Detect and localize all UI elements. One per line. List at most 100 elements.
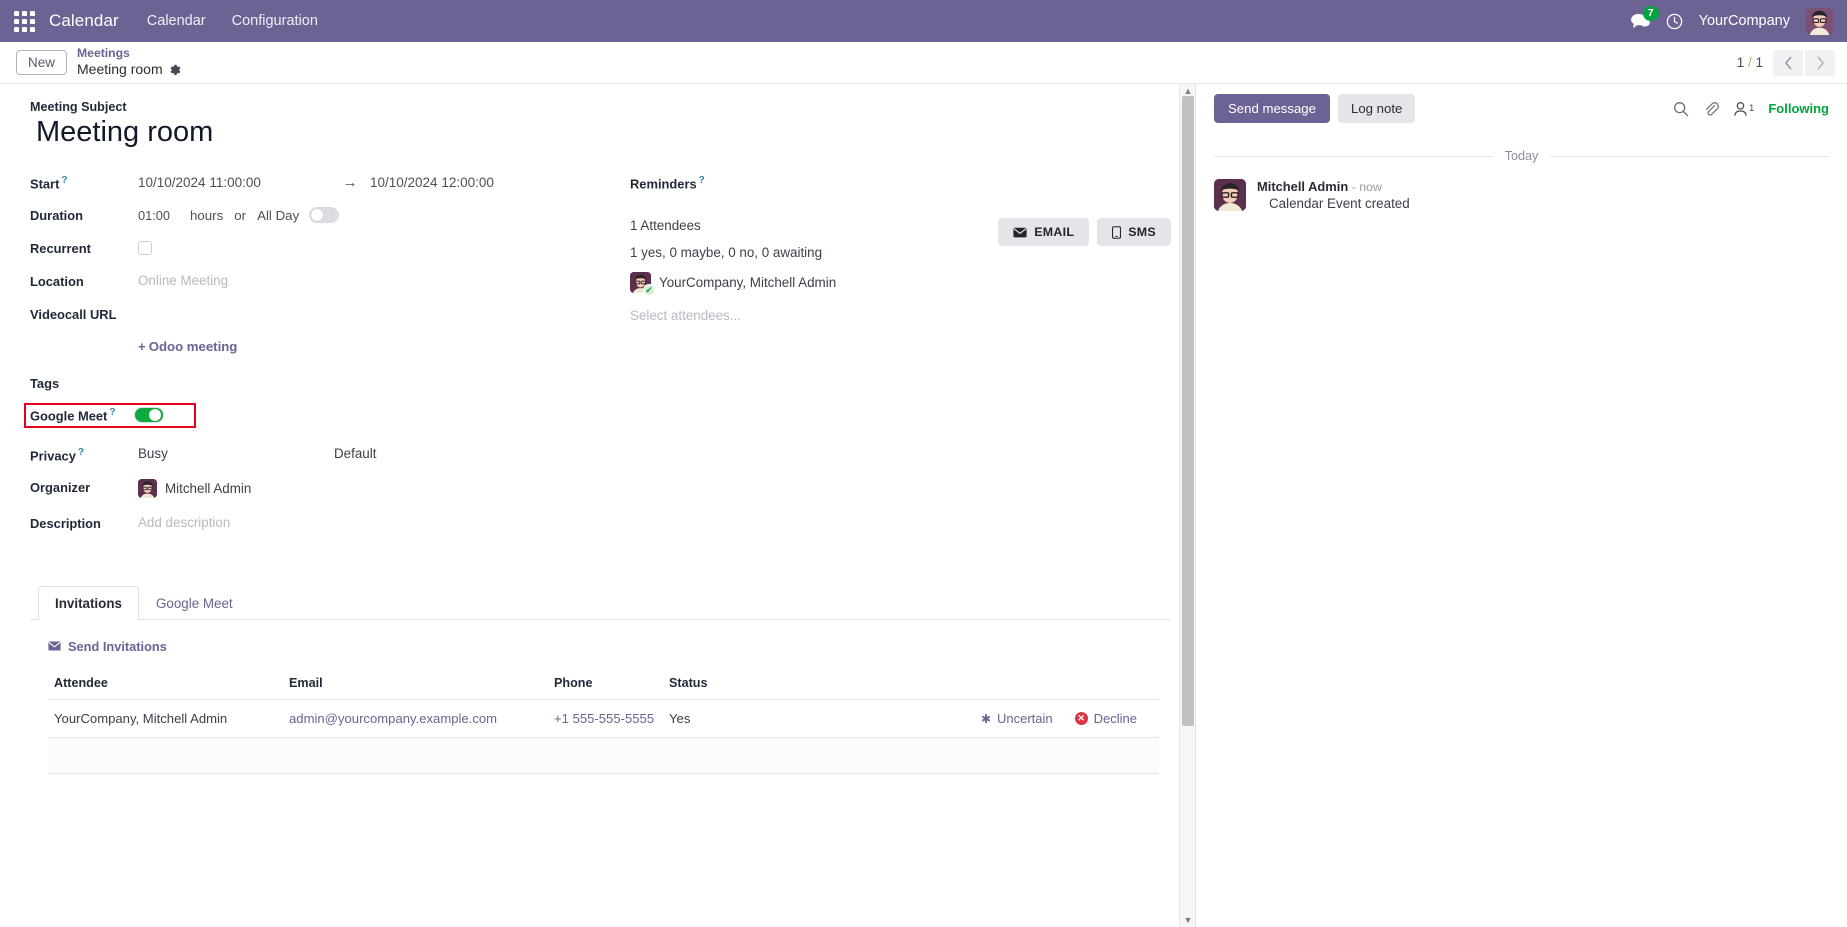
chatter-message: Mitchell Admin - now Calendar Event crea… (1214, 179, 1829, 211)
organizer-label: Organizer (30, 480, 91, 496)
cell-phone[interactable]: +1 555-555-5555 (548, 699, 663, 739)
apps-grid-icon[interactable] (14, 10, 35, 32)
messages-icon[interactable]: 7 (1630, 6, 1659, 29)
privacy-show-as-select[interactable]: Busy (138, 446, 168, 462)
google-meet-highlight-box: Google Meet? (24, 403, 196, 428)
asterisk-icon: ✱ (980, 711, 991, 726)
search-icon[interactable] (1673, 101, 1689, 117)
table-header-row: Attendee Email Phone Status (48, 670, 1159, 701)
start-help-icon[interactable]: ? (61, 175, 68, 187)
decline-button[interactable]: ✕ Decline (1074, 711, 1137, 726)
scroll-down-arrow-icon[interactable]: ▼ (1183, 915, 1193, 925)
form-scrollbar[interactable]: ▲ ▼ (1179, 84, 1195, 927)
field-start: Start? 10/10/2024 11:00:00 → 10/10/2024 … (30, 169, 620, 202)
chatter-toolbar: Send message Log note 1 Following (1214, 94, 1829, 123)
google-meet-toggle[interactable] (134, 407, 164, 424)
attendee-accepted-icon: ✔ (643, 284, 655, 297)
tab-invitations[interactable]: Invitations (38, 586, 139, 621)
day-separator-label: Today (1504, 149, 1539, 163)
tags-label: Tags (30, 376, 60, 392)
attendee-action-buttons: EMAIL SMS (998, 218, 1171, 247)
start-datetime-input[interactable]: 10/10/2024 11:00:00 (138, 175, 261, 191)
select-attendees-input[interactable]: Select attendees... (630, 308, 741, 324)
email-button[interactable]: EMAIL (998, 218, 1090, 247)
control-panel: New Meetings Meeting room 1 / 1 (0, 42, 1847, 84)
form-sheet: Meeting Subject Meeting room Start? 10/1… (0, 84, 1195, 775)
table-row[interactable]: YourCompany, Mitchell Admin admin@yourco… (48, 699, 1159, 739)
stop-datetime-input[interactable]: 10/10/2024 12:00:00 (370, 175, 494, 191)
notebook: Invitations Google Meet Send Invitations… (30, 585, 1171, 775)
app-brand-calendar[interactable]: Calendar (49, 11, 119, 30)
recurrent-checkbox[interactable] (138, 241, 152, 256)
company-name[interactable]: YourCompany (1698, 13, 1790, 29)
description-input[interactable]: Add description (138, 515, 231, 531)
scroll-up-arrow-icon[interactable]: ▲ (1183, 86, 1193, 96)
attendee-name: YourCompany, Mitchell Admin (659, 275, 837, 291)
field-organizer: Organizer (30, 474, 620, 510)
log-note-button[interactable]: Log note (1337, 94, 1416, 123)
chatter-panel: Send message Log note 1 Following Today (1196, 84, 1847, 927)
new-button[interactable]: New (16, 50, 68, 75)
following-status[interactable]: Following (1768, 101, 1829, 116)
gear-icon[interactable] (169, 64, 181, 76)
organizer-value[interactable]: Mitchell Admin (165, 481, 252, 497)
meeting-subject-input[interactable]: Meeting room (36, 116, 214, 148)
field-reminders: Reminders? (630, 169, 1171, 202)
notebook-page-invitations: Send Invitations Attendee Email Phone St… (30, 620, 1171, 775)
breadcrumb-meetings[interactable]: Meetings (77, 46, 130, 61)
privacy-visibility-select[interactable]: Default (334, 446, 377, 462)
send-message-button[interactable]: Send message (1214, 94, 1330, 123)
attendee-avatar: ✔ (630, 272, 655, 297)
privacy-label: Privacy? (30, 447, 84, 464)
table-empty-row[interactable] (48, 737, 1159, 775)
google-meet-help-icon[interactable]: ? (109, 407, 116, 419)
notebook-tabs: Invitations Google Meet (30, 585, 1171, 621)
message-author[interactable]: Mitchell Admin (1257, 179, 1349, 194)
reminders-help-icon[interactable]: ? (698, 175, 705, 187)
pager-count: 1 / 1 (1736, 55, 1763, 70)
col-email: Email (283, 670, 548, 701)
cell-email[interactable]: admin@yourcompany.example.com (283, 699, 548, 739)
google-meet-label: Google Meet? (30, 407, 116, 424)
message-header: Mitchell Admin - now (1257, 179, 1410, 194)
allday-label: All Day (257, 207, 300, 223)
location-input[interactable]: Online Meeting (138, 273, 229, 289)
form-column-left: Start? 10/10/2024 11:00:00 → 10/10/2024 … (24, 169, 620, 543)
field-google-meet-row: Google Meet? (24, 403, 620, 441)
allday-toggle[interactable] (309, 207, 340, 224)
uncertain-button[interactable]: ✱ Uncertain (980, 711, 1053, 727)
paperclip-icon[interactable] (1703, 101, 1719, 117)
menu-calendar[interactable]: Calendar (146, 13, 206, 29)
messages-count-badge: 7 (1642, 6, 1659, 21)
col-status: Status (663, 670, 773, 701)
send-invitations-button[interactable]: Send Invitations (48, 639, 167, 654)
followers-button[interactable]: 1 (1733, 101, 1754, 117)
add-odoo-meeting-button[interactable]: + Odoo meeting (138, 339, 238, 355)
range-arrow-icon: → (342, 174, 358, 192)
invitations-table: Attendee Email Phone Status YourCompany,… (48, 670, 1159, 775)
duration-or-label: or (234, 207, 247, 223)
recurrent-label: Recurrent (30, 241, 91, 257)
field-recurrent: Recurrent (30, 235, 620, 268)
tab-google-meet[interactable]: Google Meet (155, 596, 233, 612)
record-title-text: Meeting room (77, 61, 163, 78)
scrollbar-thumb[interactable] (1182, 96, 1194, 726)
odoo-meeting-row: + Odoo meeting (30, 334, 620, 370)
form-pane: Meeting Subject Meeting room Start? 10/1… (0, 84, 1196, 927)
attendee-chip[interactable]: ✔ YourCompany, Mitchell Admin (630, 272, 998, 297)
chevron-right-icon[interactable] (1805, 49, 1835, 76)
attendees-summary: 1 yes, 0 maybe, 0 no, 0 awaiting (630, 245, 823, 261)
sms-button[interactable]: SMS (1097, 218, 1171, 247)
message-timestamp: - now (1351, 180, 1382, 194)
duration-input[interactable]: 01:00 (138, 207, 171, 223)
user-avatar[interactable] (1806, 7, 1833, 35)
menu-configuration[interactable]: Configuration (231, 13, 318, 29)
duration-label: Duration (30, 208, 83, 224)
privacy-help-icon[interactable]: ? (77, 447, 84, 459)
clock-icon[interactable] (1666, 13, 1683, 30)
start-label: Start? (30, 175, 68, 192)
breadcrumb: Meetings Meeting room (77, 46, 181, 79)
pager: 1 / 1 (1736, 49, 1835, 76)
col-phone: Phone (548, 670, 663, 701)
chevron-left-icon[interactable] (1773, 49, 1803, 76)
